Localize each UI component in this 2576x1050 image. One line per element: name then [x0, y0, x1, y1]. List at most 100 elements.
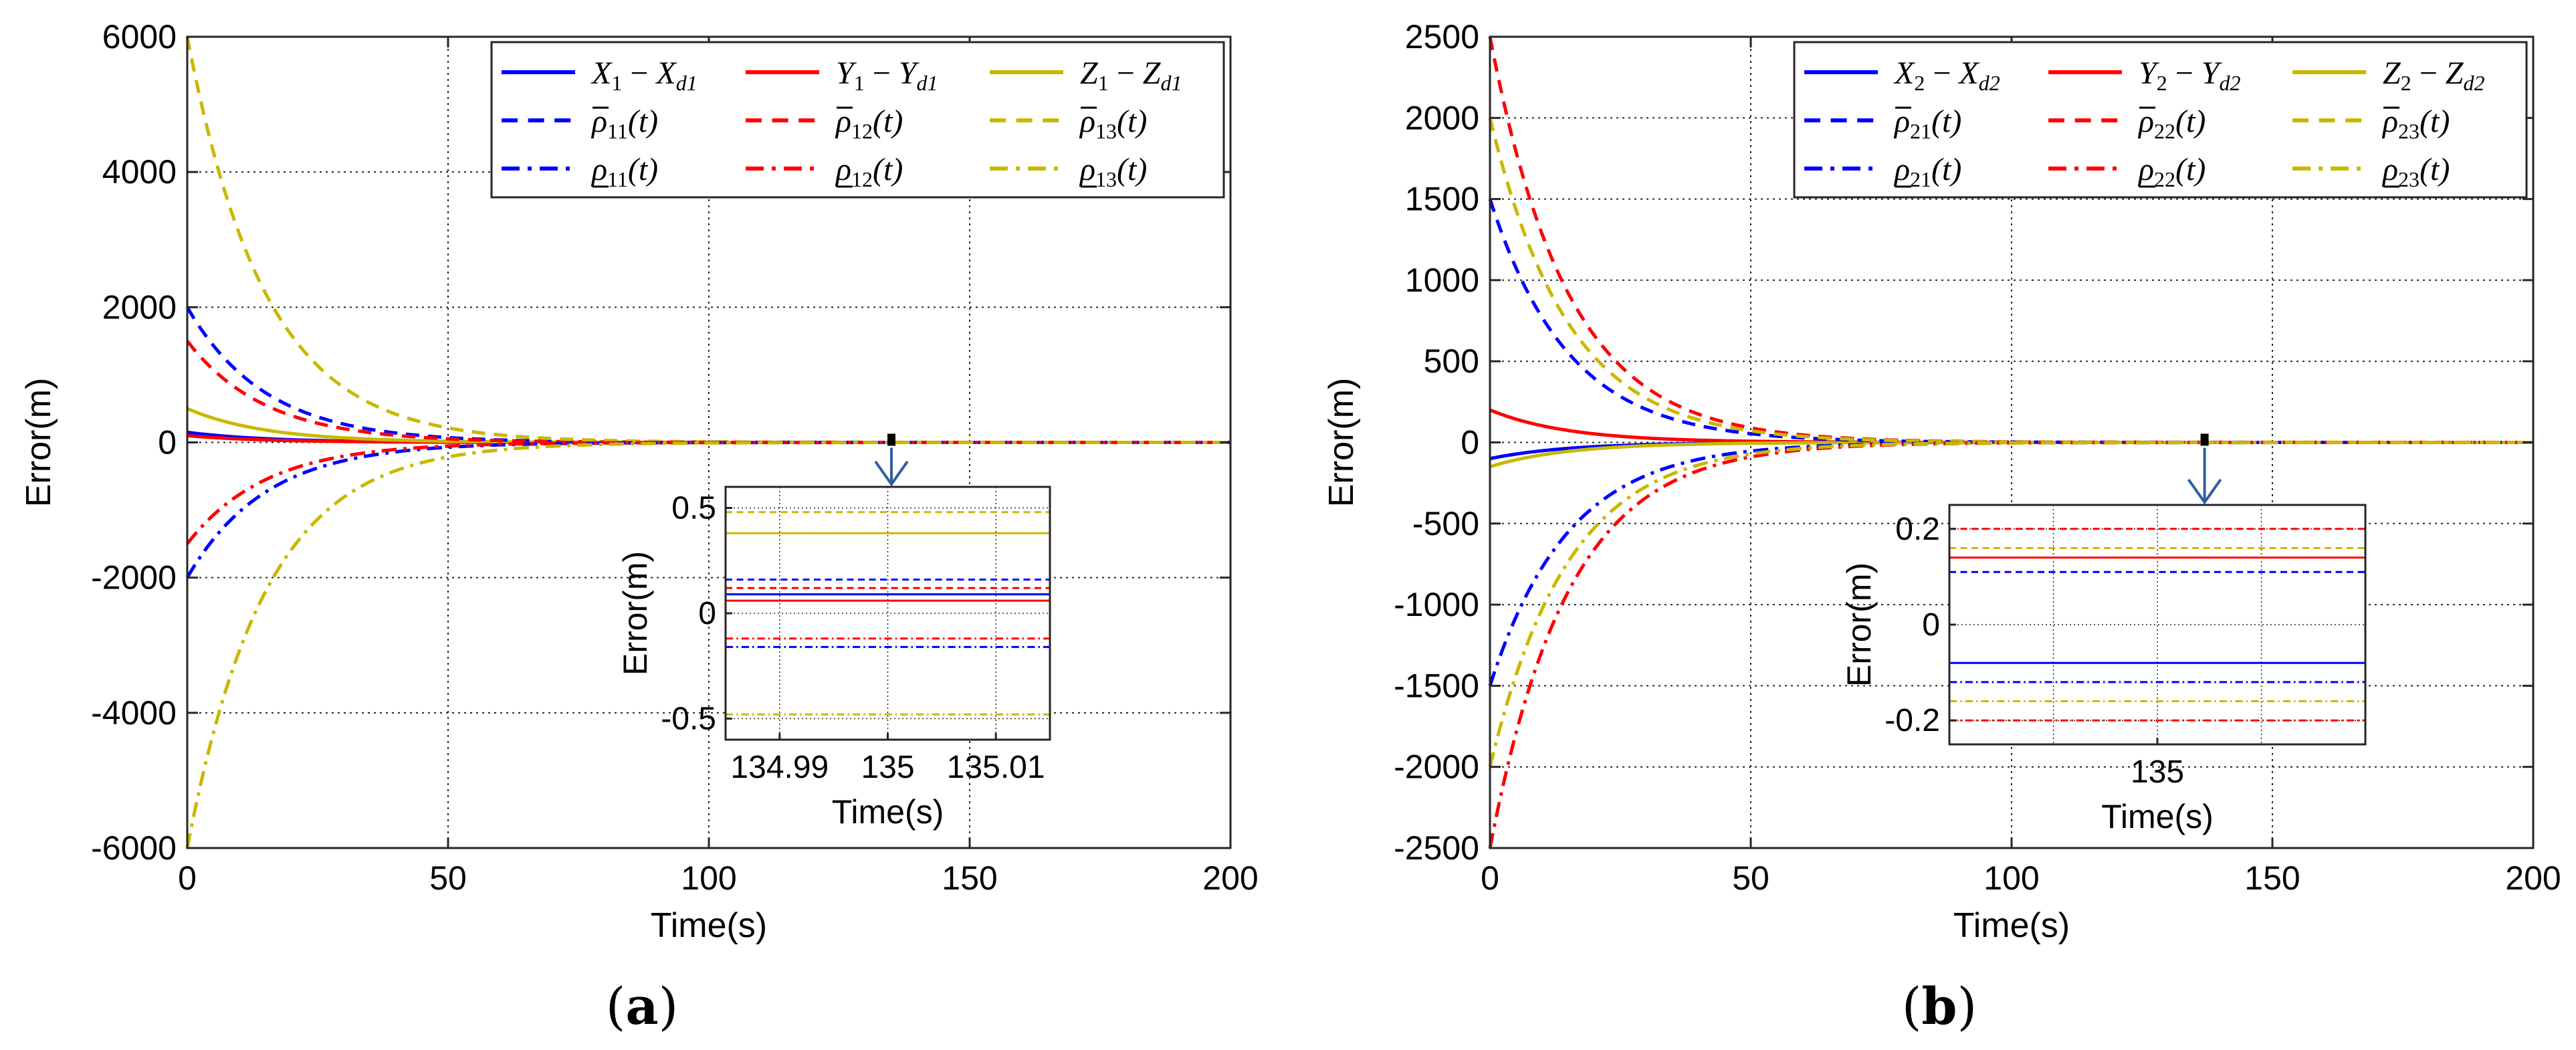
- y-tick-label: 1000: [1405, 261, 1479, 299]
- series-line: [186, 340, 1230, 444]
- inset-x-axis-label: Time(s): [2101, 798, 2214, 835]
- y-tick-label: -6000: [91, 829, 177, 867]
- y-tick-label: -1000: [1394, 586, 1479, 623]
- legend-label-part: (t): [1117, 152, 1147, 187]
- legend-label: X2 − Xd2: [1893, 56, 2000, 95]
- y-tick-label: 4000: [102, 153, 177, 191]
- legend-label-part: 11: [607, 119, 628, 143]
- legend-label: ρ23(t): [2381, 152, 2450, 191]
- y-tick-label: 6000: [102, 18, 177, 56]
- legend-label-part: ρ: [2381, 152, 2398, 187]
- legend-label-part: 2: [1914, 71, 1925, 95]
- legend-label-part: X: [1893, 56, 1915, 91]
- legend-label-part: Z: [2446, 56, 2464, 91]
- legend-label-part: Z: [1080, 56, 1099, 91]
- legend-label: ρ21(t): [1893, 152, 1961, 191]
- inset-x-tick-label: 134.99: [730, 750, 829, 785]
- legend-label-part: 21: [1910, 119, 1931, 143]
- legend-label-part: (t): [2420, 152, 2450, 187]
- legend-label-part: (t): [873, 104, 903, 139]
- legend-label: ρ22(t): [2137, 152, 2206, 191]
- legend-label-part: X: [591, 56, 613, 91]
- legend-label-part: X: [1957, 56, 1979, 91]
- inset-y-axis-label: Error(m): [617, 551, 654, 675]
- inset-x-axis-label: Time(s): [832, 793, 944, 831]
- y-tick-label: -4000: [91, 694, 177, 732]
- legend-label-part: Y: [2139, 56, 2159, 91]
- legend-label: Y1 − Yd1: [836, 56, 938, 95]
- inset-plot-area: [726, 487, 1050, 740]
- legend-label-part: −: [1925, 56, 1959, 91]
- legend-label: ρ12(t): [835, 104, 903, 143]
- series-line: [185, 441, 1230, 849]
- legend-label-part: ρ: [1893, 152, 1910, 187]
- legend-label-part: (t): [2175, 152, 2206, 187]
- y-tick-label: 500: [1424, 342, 1479, 380]
- y-tick-label: 0: [158, 424, 177, 461]
- legend-label: Z2 − Zd2: [2383, 56, 2484, 95]
- legend-label-part: (t): [2175, 104, 2206, 139]
- legend-label-part: Z: [2383, 56, 2401, 91]
- legend-label-part: −: [865, 56, 899, 91]
- legend-label-part: ρ: [591, 152, 607, 187]
- series-line: [1488, 198, 2533, 444]
- legend-box: [1793, 41, 2528, 199]
- zoom-marker: [2200, 433, 2209, 446]
- inset-x-tick-label: 135: [2131, 754, 2184, 790]
- legend-label-part: 11: [607, 167, 628, 191]
- inset-y-tick-label: -0.5: [661, 702, 716, 737]
- legend-label-part: Z: [1143, 56, 1162, 91]
- y-tick-label: -2000: [91, 559, 177, 597]
- legend-label-part: −: [2411, 56, 2446, 91]
- caption-b: (b): [1901, 976, 1977, 1036]
- legend-label-part: X: [655, 56, 677, 91]
- inset-y-tick-label: 0: [1922, 607, 1940, 643]
- x-axis-label: Time(s): [1953, 906, 2070, 945]
- legend-label-part: ρ: [1079, 152, 1095, 187]
- inset-x-tick-label: 135: [861, 750, 914, 785]
- legend-label-part: (t): [873, 152, 903, 187]
- y-tick-label: 0: [1461, 424, 1479, 461]
- legend-label: ρ23(t): [2381, 104, 2450, 143]
- x-axis-label: Time(s): [651, 906, 767, 945]
- legend-label-part: 2: [2401, 71, 2411, 95]
- legend-label-part: d2: [2463, 71, 2484, 95]
- legend-label-part: 1: [854, 71, 865, 95]
- legend-label-part: 22: [2154, 167, 2175, 191]
- legend-label-part: −: [622, 56, 656, 91]
- legend-label-part: Y: [899, 56, 920, 91]
- caption-a: (a): [605, 976, 679, 1036]
- y-axis-label: Error(m): [1322, 378, 1361, 508]
- x-tick-label: 50: [1732, 859, 1769, 897]
- y-tick-label: 2000: [102, 288, 177, 326]
- legend-label-part: ρ: [1079, 104, 1095, 139]
- y-tick-label: 1500: [1405, 181, 1479, 218]
- zoom-arrow-head: [874, 460, 909, 487]
- legend-label-part: 13: [1095, 167, 1117, 191]
- legend-label-part: 12: [851, 119, 873, 143]
- x-tick-label: 0: [1481, 859, 1499, 897]
- legend-label-part: d1: [676, 71, 697, 95]
- legend-label-part: Y: [2202, 56, 2222, 91]
- legend-label-part: 22: [2154, 119, 2175, 143]
- legend-label: ρ11(t): [591, 152, 658, 191]
- legend-label: X1 − Xd1: [591, 56, 697, 95]
- legend-label: ρ13(t): [1079, 152, 1147, 191]
- legend-label-part: ρ: [1893, 104, 1910, 139]
- x-tick-label: 50: [429, 859, 467, 897]
- zoom-arrow-head: [2187, 478, 2222, 505]
- y-tick-label: 2000: [1405, 99, 1479, 136]
- y-tick-label: -1500: [1394, 667, 1479, 704]
- legend-label-part: (t): [2420, 104, 2450, 139]
- caption-b-letter: b: [1921, 976, 1957, 1036]
- legend-label: ρ21(t): [1893, 104, 1961, 143]
- legend-label: ρ22(t): [2137, 104, 2206, 143]
- inset-y-tick-label: -0.2: [1885, 703, 1940, 738]
- legend-label-part: ρ: [835, 104, 851, 139]
- y-tick-label: 2500: [1405, 18, 1479, 56]
- legend-label-part: 12: [851, 167, 873, 191]
- chart-b: 0 50 100 150 200 -2500 -2000 -1500 -1000 -500 0 500…: [1322, 18, 2561, 945]
- legend-label-part: d1: [1160, 71, 1182, 95]
